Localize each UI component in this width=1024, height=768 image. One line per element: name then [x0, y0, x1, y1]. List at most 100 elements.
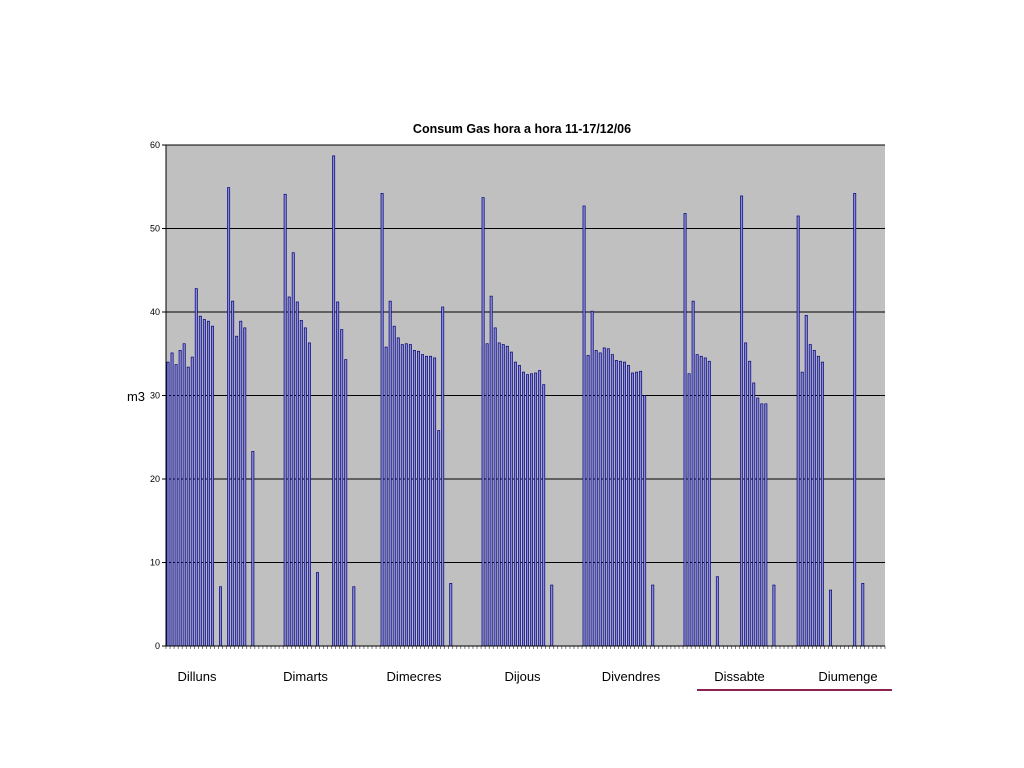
- bar: [715, 576, 719, 647]
- bar: [513, 361, 517, 647]
- bar: [643, 395, 647, 647]
- bar: [295, 301, 299, 647]
- bar: [695, 354, 699, 647]
- y-tick-label: 0: [155, 641, 160, 651]
- bar: [691, 300, 695, 647]
- bar: [489, 295, 493, 647]
- bar: [344, 359, 348, 647]
- bar: [417, 350, 420, 647]
- bar: [752, 382, 756, 647]
- bar: [748, 360, 752, 647]
- bar: [227, 187, 231, 647]
- y-tick-label: 10: [150, 558, 160, 568]
- bar: [231, 300, 235, 647]
- bar: [307, 342, 311, 647]
- bars: [166, 155, 865, 647]
- day-label-dissabte: Dissabte: [714, 669, 765, 684]
- bar: [421, 354, 424, 647]
- bar: [396, 337, 400, 647]
- bar: [764, 403, 768, 647]
- bar: [408, 344, 412, 647]
- bar: [517, 365, 521, 647]
- day-label-dimecres: Dimecres: [387, 669, 442, 684]
- bar: [291, 252, 295, 647]
- bar: [210, 325, 214, 647]
- bar: [384, 346, 388, 647]
- y-tick-label: 20: [150, 474, 160, 484]
- bar: [530, 373, 534, 647]
- bar: [392, 325, 396, 647]
- bar: [485, 343, 489, 647]
- bar: [433, 357, 437, 647]
- bar: [299, 320, 303, 647]
- bar: [614, 360, 618, 647]
- bar: [635, 371, 639, 647]
- bar: [437, 430, 441, 647]
- bar: [582, 205, 586, 647]
- bar: [618, 360, 622, 647]
- y-tick-label: 30: [150, 391, 160, 401]
- bar: [336, 301, 340, 647]
- bar: [699, 355, 703, 647]
- bar: [586, 355, 590, 647]
- bar: [202, 319, 206, 647]
- bar: [251, 451, 255, 647]
- bar: [590, 310, 594, 647]
- bar: [425, 355, 428, 647]
- bar: [497, 342, 501, 647]
- bar: [243, 327, 247, 647]
- bar: [542, 384, 546, 647]
- bar: [206, 320, 210, 647]
- bar: [760, 403, 764, 647]
- bar: [170, 352, 174, 647]
- day-label-divendres: Divendres: [602, 669, 661, 684]
- bar: [219, 586, 222, 647]
- bar: [522, 371, 525, 647]
- bar: [526, 374, 529, 647]
- bar: [538, 370, 542, 647]
- y-axis-label: m3: [127, 389, 145, 404]
- bar: [190, 356, 194, 647]
- bar: [186, 366, 190, 647]
- y-axis: 0 10 20 30 40 50 60: [150, 140, 166, 651]
- bar: [235, 335, 239, 647]
- bar: [550, 584, 554, 647]
- bar: [627, 365, 630, 647]
- bar: [174, 364, 178, 647]
- bar: [441, 306, 445, 647]
- y-tick-label: 50: [150, 224, 160, 234]
- bar: [534, 372, 538, 647]
- bar: [182, 343, 186, 647]
- bar: [744, 342, 748, 647]
- bar: [631, 372, 634, 647]
- day-label-dilluns: Dilluns: [177, 669, 217, 684]
- bar: [808, 344, 812, 647]
- bar: [651, 584, 655, 647]
- bar: [756, 397, 760, 647]
- bar: [820, 361, 824, 647]
- bar: [796, 215, 800, 647]
- bar: [639, 370, 643, 647]
- bar: [804, 314, 808, 647]
- bar: [352, 586, 356, 647]
- bar: [239, 320, 243, 647]
- bar: [380, 193, 384, 647]
- bar: [740, 195, 744, 647]
- bar: [703, 357, 707, 647]
- bar: [598, 352, 602, 647]
- day-labels: Dilluns Dimarts Dimecres Dijous Divendres Dis…: [177, 669, 877, 684]
- bar: [816, 355, 820, 647]
- bar: [853, 193, 857, 647]
- bar: [505, 345, 509, 647]
- bar: [283, 193, 287, 647]
- x-axis-minor-ticks: [165, 646, 886, 649]
- bar: [772, 584, 776, 647]
- bar: [166, 361, 170, 647]
- bar: [194, 288, 198, 647]
- bar: [861, 583, 865, 647]
- bar: [198, 315, 202, 647]
- bar: [683, 213, 687, 647]
- bar: [687, 373, 691, 647]
- bar: [493, 327, 497, 647]
- bar: [622, 361, 626, 647]
